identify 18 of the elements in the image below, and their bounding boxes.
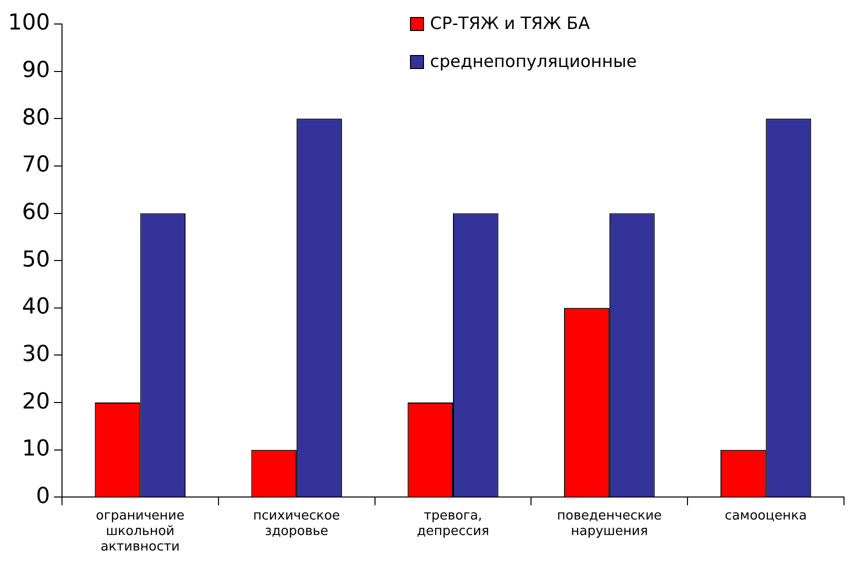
legend-label: среднепопуляционные: [430, 52, 637, 72]
x-tick-label: тревога, депрессия: [416, 508, 490, 539]
y-tick-label: 80: [22, 105, 50, 130]
x-tick-label: ограничение школьной активности: [96, 508, 184, 555]
y-tick-label: 40: [22, 294, 50, 320]
y-tick-label: 70: [22, 152, 50, 178]
x-tick-label: психическое здоровье: [253, 508, 340, 539]
y-tick-label: 10: [22, 436, 50, 462]
x-tick-label: самооценка: [724, 508, 807, 524]
y-tick-label: 60: [22, 200, 50, 225]
y-tick-label: 20: [22, 389, 50, 414]
y-tick-label: 90: [22, 58, 50, 84]
y-tick-label: 0: [36, 484, 50, 509]
y-tick-label: 100: [8, 10, 50, 36]
y-tick-label: 30: [22, 342, 50, 367]
y-tick-label: 50: [22, 247, 50, 272]
legend-label: СР-ТЯЖ и ТЯЖ БА: [430, 14, 590, 34]
x-tick-label: поведенческие нарушения: [557, 508, 662, 539]
